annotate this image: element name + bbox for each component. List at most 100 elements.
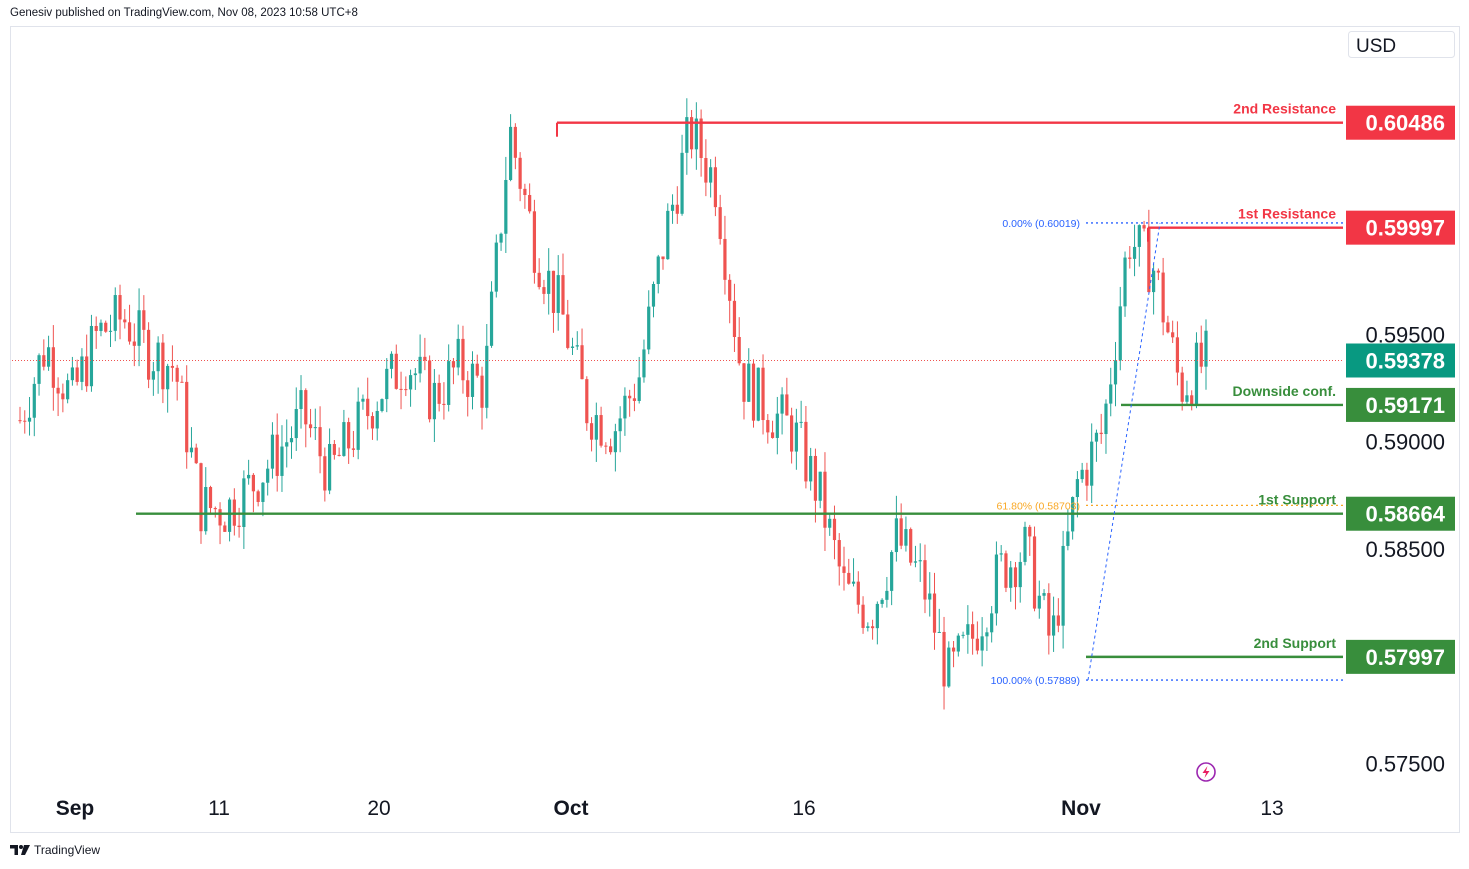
candle-body: [713, 167, 718, 208]
candle-body: [875, 603, 879, 629]
level-badge-downside-conf[interactable]: [1346, 387, 1455, 422]
candle-body: [137, 310, 141, 346]
candle: [966, 605, 970, 654]
time-axis[interactable]: Sep 11 20 Oct 16 Nov 13: [56, 797, 1284, 820]
candle-body: [399, 388, 403, 390]
candle-body: [1013, 567, 1018, 588]
candle: [1185, 380, 1189, 406]
candle-body: [1066, 531, 1070, 546]
lightning-icon[interactable]: [1196, 762, 1216, 782]
candle-body: [1132, 246, 1137, 259]
level-badge-2nd-resistance[interactable]: [1346, 105, 1455, 140]
candle-body: [613, 431, 617, 453]
candle-body: [885, 590, 889, 600]
candle-body: [332, 443, 336, 455]
fibonacci-layer: 0.00% (0.60019) 61.80% (0.58703) 100.00% (…: [991, 218, 1343, 687]
candle: [1009, 560, 1013, 602]
candle-body: [585, 379, 589, 424]
candle: [732, 283, 737, 352]
candle-body: [56, 387, 60, 394]
price-axis[interactable]: 0.59500 0.59000 0.58500 0.57500: [1365, 322, 1445, 776]
candle: [323, 447, 327, 502]
candle: [794, 408, 798, 470]
candle-body: [861, 604, 865, 628]
candle-body: [242, 478, 246, 528]
candle-body: [18, 420, 22, 422]
candle-body: [637, 377, 641, 401]
candle: [689, 109, 694, 159]
candle-body: [32, 383, 36, 418]
candle-body: [904, 529, 908, 546]
candle-body: [832, 518, 837, 541]
candle: [94, 316, 98, 349]
candle: [1132, 224, 1137, 277]
current-price-badge[interactable]: [1346, 343, 1455, 378]
candle: [51, 325, 55, 411]
candle: [508, 114, 513, 182]
candle: [751, 359, 756, 428]
candle-body: [337, 454, 341, 456]
level-badge-1st-support[interactable]: [1346, 496, 1455, 531]
candle-body: [580, 345, 584, 380]
candle-body: [99, 322, 103, 331]
candle: [1094, 429, 1099, 462]
candle-body: [961, 634, 965, 636]
candle-body: [280, 446, 284, 476]
candle: [609, 438, 613, 455]
candle-body: [747, 363, 751, 402]
candle-body: [851, 581, 856, 584]
footer-brand-label: TradingView: [34, 843, 101, 857]
candle-body: [913, 561, 918, 563]
candle: [285, 419, 289, 468]
candle-body: [866, 626, 870, 628]
candle: [108, 314, 113, 347]
candle: [318, 406, 322, 474]
candle: [513, 123, 517, 170]
candle: [180, 375, 184, 383]
candle: [756, 367, 760, 422]
candle-body: [218, 509, 222, 526]
candle: [613, 423, 617, 472]
level-badge-1st-resistance[interactable]: [1346, 210, 1455, 245]
candle: [194, 443, 198, 465]
candle: [918, 543, 922, 582]
candle-body: [361, 398, 365, 402]
candle-body: [294, 409, 298, 439]
candle-body: [1042, 593, 1046, 596]
candle: [380, 398, 384, 413]
candle-body: [80, 356, 84, 382]
levels-layer: 2nd Resistance 0.60486 1st Resistance 0.599…: [12, 101, 1455, 674]
candle-body: [756, 367, 760, 421]
candle: [1137, 224, 1141, 267]
candle-body: [1137, 225, 1141, 247]
level-badge-2nd-support[interactable]: [1346, 639, 1455, 674]
candle-body: [932, 593, 937, 633]
candle: [875, 601, 879, 645]
candle-body: [837, 540, 841, 567]
candle: [585, 376, 589, 431]
candle: [909, 527, 913, 566]
candle: [466, 371, 470, 417]
candle-body: [909, 529, 913, 563]
candle: [670, 194, 675, 224]
candle-body: [385, 368, 389, 400]
footer-brand[interactable]: TradingView: [10, 843, 100, 857]
candle-body: [204, 487, 208, 532]
candle: [185, 365, 189, 469]
candle: [113, 287, 117, 342]
candle: [408, 369, 413, 407]
candle: [790, 407, 794, 464]
candle: [247, 459, 251, 485]
candle: [780, 387, 784, 435]
candle-body: [389, 353, 394, 369]
candle: [218, 502, 222, 545]
candle: [151, 361, 155, 396]
candle: [761, 354, 765, 435]
candle: [504, 156, 508, 253]
candle-body: [318, 427, 322, 457]
candle-body: [175, 367, 179, 382]
candle-body: [975, 638, 979, 651]
currency-selector[interactable]: USD: [1348, 31, 1455, 58]
candle: [161, 334, 165, 404]
